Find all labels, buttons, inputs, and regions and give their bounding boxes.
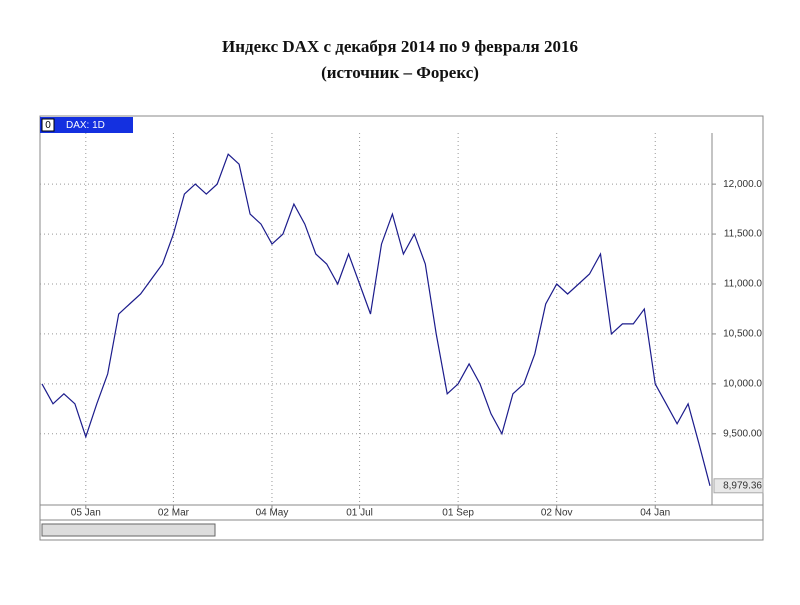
y-tick-label: 10,000.0	[723, 379, 762, 390]
x-tick-label: 01 Sep	[442, 508, 474, 519]
x-tick-label: 02 Nov	[541, 508, 573, 519]
panel-header	[40, 117, 133, 133]
x-tick-label: 02 Mar	[158, 508, 190, 519]
panel-index-box	[41, 118, 55, 132]
data-line	[41, 153, 711, 486]
y-tick-label: 11,000.0	[724, 279, 763, 290]
x-tick-label: 05 Jan	[71, 508, 101, 519]
chart-subtitle: (источник – Форекс)	[321, 63, 479, 82]
scrollbar[interactable]	[41, 523, 216, 537]
y-tick-label: 11,500.0	[724, 229, 763, 240]
chart-frame	[39, 115, 764, 541]
panel-index: 0	[45, 120, 51, 131]
y-tick-label: 10,500.0	[723, 329, 762, 340]
x-tick-label: 04 May	[256, 508, 289, 519]
x-tick-label: 04 Jan	[640, 508, 670, 519]
chart-title: Индекс DAX с декабря 2014 по 9 февраля 2…	[222, 37, 578, 56]
last-value-box	[713, 478, 764, 494]
legend-label: DAX: 1D	[66, 120, 105, 131]
x-tick-label: 01 Jul	[346, 508, 373, 519]
last-value-label: 8,979.36	[723, 480, 762, 491]
y-tick-label: 9,500.00	[723, 428, 762, 439]
y-tick-label: 12,000.0	[723, 179, 762, 190]
